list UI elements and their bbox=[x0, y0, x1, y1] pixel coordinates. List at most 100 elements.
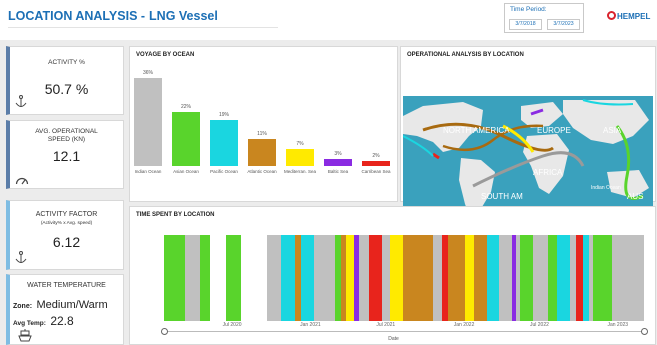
dashboard-header: LOCATION ANALYSIS - LNG Vessel Time Perio… bbox=[0, 0, 657, 40]
timeline-segment[interactable] bbox=[588, 235, 594, 321]
water-temperature-card: WATER TEMPERATURE Zone: Medium/Warm Avg … bbox=[6, 274, 124, 345]
map-title: OPERATIONAL ANALYSIS BY LOCATION bbox=[407, 52, 524, 58]
zone-value: Medium/Warm bbox=[36, 299, 108, 311]
timeline-slider-track[interactable] bbox=[164, 331, 644, 332]
activity-value: 50.7 % bbox=[44, 81, 89, 97]
timeline-tick-label: Jul 2022 bbox=[530, 322, 549, 328]
timeline-segment[interactable] bbox=[403, 235, 434, 321]
timeline-segment[interactable] bbox=[593, 235, 613, 321]
voyage-category-label: Indian Ocean bbox=[134, 169, 162, 174]
voyage-title: VOYAGE BY OCEAN bbox=[136, 52, 195, 58]
voyage-bar[interactable] bbox=[324, 158, 352, 166]
timeline-tick-label: Jul 2021 bbox=[376, 322, 396, 328]
voyage-bar[interactable] bbox=[172, 112, 200, 166]
timeline-segment[interactable] bbox=[533, 235, 548, 321]
map-label-asia: ASIA bbox=[603, 126, 622, 135]
timeline-segment[interactable] bbox=[486, 235, 499, 321]
voyage-category-label: Asian Ocean bbox=[173, 169, 199, 174]
date-end-input[interactable]: 3/7/2023 bbox=[547, 19, 580, 30]
zone-row: Zone: Medium/Warm bbox=[13, 295, 108, 313]
voyage-category-label: Atlantic Ocean bbox=[247, 169, 277, 174]
voyage-category-label: Baltic Sea bbox=[327, 169, 349, 174]
activity-label: ACTIVITY % bbox=[48, 59, 85, 66]
map-label-europe: EUROPE bbox=[537, 126, 571, 135]
timeline-bar-area bbox=[164, 235, 644, 321]
timeline-segment[interactable] bbox=[516, 235, 521, 321]
timeline-segment[interactable] bbox=[441, 235, 449, 321]
timeline-axis: Jul 2020 Jan 2021 Jul 2021 Jan 2022 Jul 2022… bbox=[130, 321, 657, 331]
timeline-segment[interactable] bbox=[576, 235, 583, 321]
timeline-segment[interactable] bbox=[313, 235, 335, 321]
timeline-segment[interactable] bbox=[353, 235, 360, 321]
voyage-bar-value: 36% bbox=[142, 70, 153, 76]
voyage-category-label: Pacific Ocean bbox=[210, 169, 238, 174]
logo-text: HEMPEL bbox=[617, 12, 651, 21]
avg-temp-label: Avg Temp: bbox=[13, 320, 46, 327]
timeline-segment[interactable] bbox=[368, 235, 382, 321]
timeline-slider-start-handle[interactable] bbox=[161, 328, 168, 335]
factor-label: ACTIVITY FACTOR bbox=[35, 211, 98, 218]
timeline-segment[interactable] bbox=[281, 235, 295, 321]
factor-sublabel: (Activity% x Avg. speed) bbox=[40, 221, 93, 226]
time-period-filter[interactable]: Time Period: 3/7/2018 3/7/2023 bbox=[504, 3, 584, 33]
timeline-segment[interactable] bbox=[582, 235, 589, 321]
dashboard-content: ACTIVITY % 50.7 % AVG. OPERATIONAL SPEED… bbox=[0, 40, 657, 345]
voyage-bar[interactable] bbox=[248, 139, 276, 166]
avg-temp-row: Avg Temp: 22.8 bbox=[13, 312, 74, 330]
voyage-bar-value: 2% bbox=[372, 153, 380, 160]
voyage-bar-value: 11% bbox=[257, 131, 267, 138]
timeline-segment[interactable] bbox=[520, 235, 534, 321]
timeline-tick-label: Jul 2020 bbox=[222, 322, 242, 328]
timeline-slider-end-handle[interactable] bbox=[641, 328, 648, 335]
voyage-bar[interactable] bbox=[210, 119, 238, 166]
timeline-segment[interactable] bbox=[473, 235, 487, 321]
avg-temp-value: 22.8 bbox=[50, 314, 74, 328]
voyage-chart-area: 36% Indian Ocean 22% Asian Ocean 19% Pacific … bbox=[130, 47, 399, 203]
timeline-tick-label: Jan 2021 bbox=[300, 322, 321, 328]
map-label-north-america: NORTH AMERICA bbox=[443, 126, 510, 135]
voyage-bar[interactable] bbox=[362, 161, 390, 166]
date-start-input[interactable]: 3/7/2018 bbox=[509, 19, 542, 30]
voyage-category-label: Carribean Sea bbox=[361, 169, 391, 174]
timeline-segment[interactable] bbox=[346, 235, 354, 321]
map-label-indian-ocean: Indian Ocean bbox=[591, 185, 621, 191]
timeline-segment[interactable] bbox=[511, 235, 516, 321]
timeline-segment[interactable] bbox=[612, 235, 644, 321]
timeline-segment[interactable] bbox=[548, 235, 557, 321]
voyage-bar-value: 22% bbox=[180, 104, 191, 111]
timeline-segment[interactable] bbox=[465, 235, 474, 321]
voyage-by-ocean-panel: VOYAGE BY OCEAN 36% Indian Ocean 22% Asian … bbox=[129, 46, 398, 202]
voyage-bar[interactable] bbox=[134, 78, 162, 166]
timeline-segment[interactable] bbox=[200, 235, 210, 321]
timeline-segment[interactable] bbox=[359, 235, 369, 321]
time-spent-panel: TIME SPENT BY LOCATION Jul 2020 Jan 2021 J… bbox=[129, 206, 656, 345]
timeline-segment[interactable] bbox=[448, 235, 466, 321]
time-period-label: Time Period: bbox=[510, 6, 547, 13]
map-label-africa: AFRICA bbox=[533, 168, 563, 177]
timeline-segment[interactable] bbox=[225, 235, 241, 321]
speed-value: 12.1 bbox=[52, 148, 81, 164]
speed-label: AVG. OPERATIONAL SPEED (KN) bbox=[35, 128, 98, 143]
timeline-segment[interactable] bbox=[569, 235, 577, 321]
water-label: WATER TEMPERATURE bbox=[27, 282, 106, 289]
timeline-segment[interactable] bbox=[185, 235, 201, 321]
timeline-segment[interactable] bbox=[390, 235, 404, 321]
timeline-segment[interactable] bbox=[340, 235, 347, 321]
timeline-segment[interactable] bbox=[164, 235, 186, 321]
timeline-segment[interactable] bbox=[433, 235, 442, 321]
timeline-segment[interactable] bbox=[300, 235, 314, 321]
timeline-segment[interactable] bbox=[334, 235, 341, 321]
hempel-logo-mark bbox=[607, 11, 616, 20]
world-map-graphic bbox=[403, 99, 649, 220]
location-map[interactable]: NORTH AMERICA EUROPE ASIA AFRICA SOUTH A… bbox=[403, 96, 653, 222]
map-label-south-america: SOUTH AM bbox=[481, 192, 523, 201]
factor-value: 6.12 bbox=[52, 234, 81, 250]
zone-label: Zone: bbox=[13, 303, 33, 310]
timeline-segment[interactable] bbox=[556, 235, 570, 321]
timeline-segment[interactable] bbox=[498, 235, 512, 321]
timeline-tick-label: Jan 2023 bbox=[607, 322, 629, 328]
timeline-segment[interactable] bbox=[294, 235, 301, 321]
timeline-segment[interactable] bbox=[266, 235, 282, 321]
voyage-bar[interactable] bbox=[286, 148, 314, 166]
timeline-segment[interactable] bbox=[381, 235, 391, 321]
